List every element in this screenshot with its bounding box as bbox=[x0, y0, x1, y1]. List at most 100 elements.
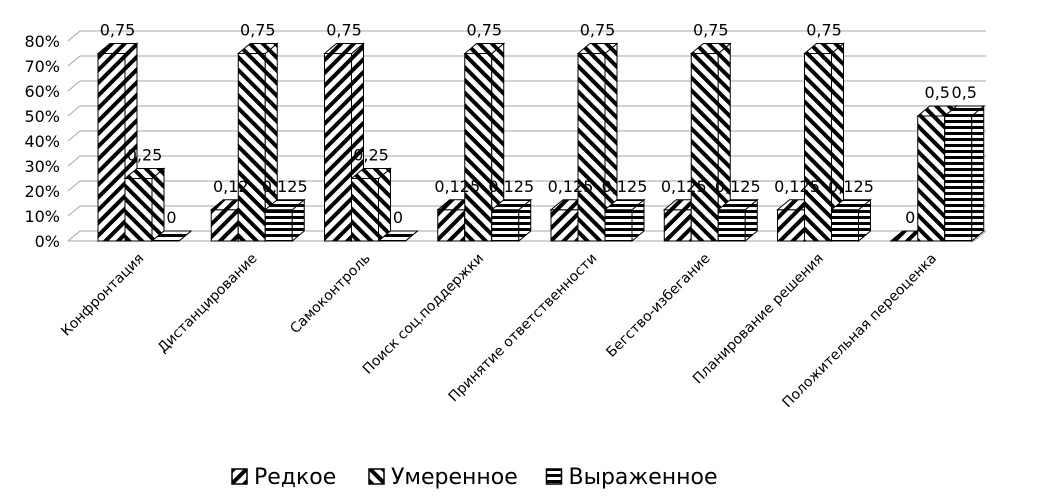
gridline-depth bbox=[67, 130, 81, 142]
bar-top bbox=[689, 43, 732, 54]
bar-front bbox=[690, 53, 719, 242]
x-tick-label: Поиск соц.поддержки bbox=[360, 251, 487, 378]
data-label: 0,25 bbox=[127, 146, 163, 165]
y-tick-label: 10% bbox=[24, 207, 60, 226]
legend-label: Выраженное bbox=[569, 465, 718, 490]
legend-label: Умеренное bbox=[391, 465, 518, 490]
bar-front bbox=[351, 178, 379, 242]
gridline-depth bbox=[67, 105, 81, 117]
data-label: 0,125 bbox=[828, 177, 874, 196]
y-tick-label: 60% bbox=[24, 82, 60, 101]
gridline-depth bbox=[67, 180, 81, 192]
x-tick-label: Дистанцирование bbox=[155, 251, 261, 357]
legend-swatch bbox=[368, 468, 385, 485]
legend-swatch bbox=[231, 468, 248, 485]
bar-front bbox=[717, 209, 746, 242]
bar-front bbox=[663, 209, 692, 242]
data-label: 0,125 bbox=[602, 177, 648, 196]
y-tick-label: 70% bbox=[24, 57, 60, 76]
data-label: 0,125 bbox=[548, 177, 594, 196]
bar-top bbox=[150, 230, 193, 242]
legend: Редкое Умеренное Выраженное bbox=[231, 465, 718, 490]
bar-front bbox=[264, 209, 293, 242]
data-label: 0,5 bbox=[952, 83, 977, 102]
data-label: 0,5 bbox=[925, 83, 950, 102]
bar-front bbox=[550, 209, 579, 242]
bar-top bbox=[350, 168, 392, 179]
data-label: 0,75 bbox=[693, 21, 729, 40]
data-label: 0,75 bbox=[240, 21, 276, 40]
bar-top bbox=[943, 105, 986, 117]
data-label: 0,75 bbox=[806, 21, 842, 40]
y-axis: 0% 10% 20% 30% 40% 50% 60% 70% 80% bbox=[24, 32, 60, 251]
bar-front bbox=[831, 209, 859, 242]
bar-front bbox=[237, 53, 266, 242]
y-tick-label: 30% bbox=[24, 157, 60, 176]
data-label: 0,125 bbox=[262, 177, 308, 196]
bar-front bbox=[577, 53, 606, 242]
data-label: 0,75 bbox=[326, 21, 362, 40]
bar-top bbox=[716, 199, 759, 211]
y-tick-label: 0% bbox=[35, 232, 60, 251]
data-label: 0,75 bbox=[466, 21, 502, 40]
x-tick-label: Самоконтроль bbox=[287, 251, 374, 338]
bar-top bbox=[236, 43, 279, 54]
bar-top bbox=[463, 43, 506, 54]
bar-front bbox=[944, 115, 973, 242]
y-tick-label: 20% bbox=[24, 182, 60, 201]
x-tick-label: Конфронтация bbox=[58, 251, 147, 340]
bar-top bbox=[803, 43, 845, 54]
legend-swatch bbox=[545, 468, 563, 485]
bar-front bbox=[491, 209, 520, 242]
data-label: 0,75 bbox=[100, 21, 136, 40]
bar-top bbox=[96, 43, 139, 54]
gridline-depth bbox=[67, 55, 81, 67]
data-label: 0,12 bbox=[213, 177, 249, 196]
bar-top bbox=[830, 199, 872, 211]
data-labels: 0,75 0,25 0 0,12 0,75 0,125 0,75 0,25 0 0,125 0,75… bbox=[100, 21, 977, 228]
data-label: 0 bbox=[393, 208, 403, 227]
data-label: 0,125 bbox=[661, 177, 707, 196]
bar-front bbox=[324, 53, 352, 242]
bar-front bbox=[97, 53, 126, 242]
gridline-depth bbox=[67, 230, 81, 242]
bar-top bbox=[490, 199, 533, 211]
bar-top bbox=[576, 43, 619, 54]
bar-top bbox=[377, 230, 419, 242]
bar-top bbox=[323, 43, 365, 54]
bars bbox=[96, 42, 986, 243]
bar-top bbox=[123, 168, 166, 179]
bar-side bbox=[971, 104, 985, 243]
y-tick-label: 50% bbox=[24, 107, 60, 126]
data-label: 0 bbox=[166, 208, 176, 227]
y-tick-label: 40% bbox=[24, 132, 60, 151]
bar-front bbox=[464, 53, 493, 242]
bar-front bbox=[917, 115, 946, 242]
gridline-depth bbox=[67, 155, 81, 167]
bar-top bbox=[263, 199, 306, 211]
bar-top bbox=[603, 199, 646, 211]
floor-edge bbox=[973, 230, 987, 242]
data-label: 0,25 bbox=[353, 146, 389, 165]
legend-label: Редкое bbox=[254, 465, 336, 490]
bar-front bbox=[124, 178, 153, 242]
gridline-depth bbox=[67, 205, 81, 217]
bar-side bbox=[151, 167, 165, 243]
bar-side bbox=[378, 167, 391, 243]
bar-front bbox=[777, 209, 805, 242]
x-axis: Конфронтация Дистанцирование СамоконтрольП… bbox=[58, 251, 940, 412]
data-label: 0,75 bbox=[580, 21, 616, 40]
data-label: 0,125 bbox=[774, 177, 820, 196]
bar-front bbox=[210, 209, 239, 242]
x-tick-label: Бегство-избегание bbox=[603, 251, 713, 361]
data-label: 0,125 bbox=[434, 177, 480, 196]
data-label: 0 bbox=[905, 208, 915, 227]
data-label: 0,125 bbox=[488, 177, 534, 196]
gridline-depth bbox=[67, 80, 81, 92]
y-tick-label: 80% bbox=[24, 32, 60, 51]
gridline-depth bbox=[67, 30, 81, 42]
x-tick-label: Планирование решения bbox=[690, 251, 827, 388]
bar-front bbox=[804, 53, 832, 242]
